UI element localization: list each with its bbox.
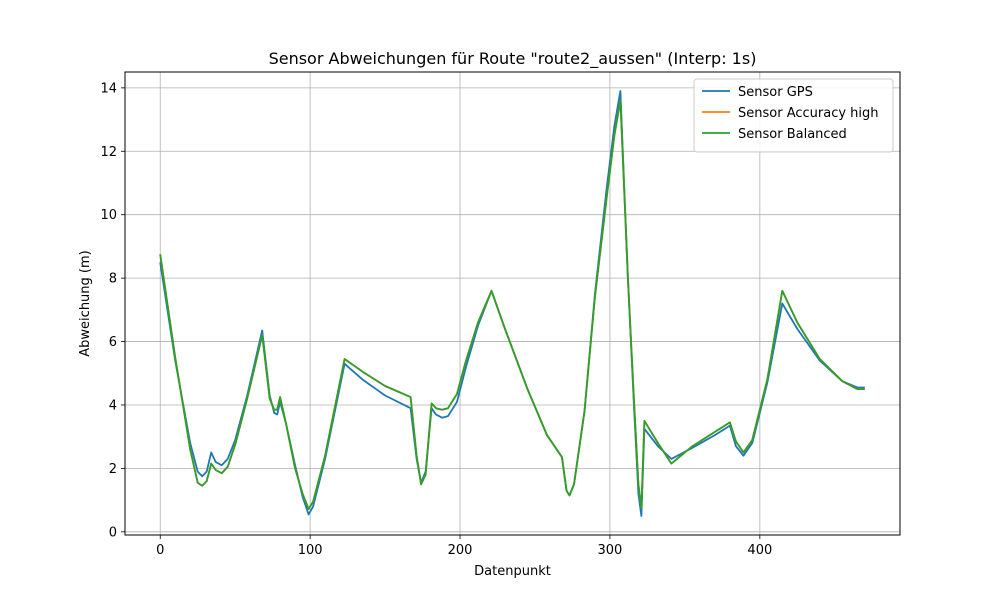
legend-label-sensor-accuracy-high: Sensor Accuracy high xyxy=(738,106,879,121)
x-tick-label: 200 xyxy=(448,543,473,558)
legend-label-sensor-balanced: Sensor Balanced xyxy=(738,127,847,142)
legend: Sensor GPS Sensor Accuracy high Sensor Bal… xyxy=(693,78,894,153)
x-tick-label: 0 xyxy=(156,543,164,558)
y-tick-label: 8 xyxy=(109,272,117,287)
y-tick-label: 12 xyxy=(100,145,117,160)
x-tick-label: 300 xyxy=(598,543,623,558)
x-tick-label: 400 xyxy=(747,543,772,558)
y-axis-ticks: 0 2 4 6 8 10 12 14 xyxy=(100,81,125,540)
y-tick-label: 4 xyxy=(109,398,117,413)
series-line-sensor-balanced xyxy=(159,99,865,510)
legend-label-sensor-gps: Sensor GPS xyxy=(738,85,813,100)
y-tick-label: 14 xyxy=(100,81,117,96)
chart-title: Sensor Abweichungen für Route "route2_au… xyxy=(269,49,757,69)
x-axis-label: Datenpunkt xyxy=(474,564,551,579)
plot-area-frame xyxy=(124,71,901,536)
y-tick-label: 6 xyxy=(109,335,117,350)
x-axis-ticks: 0 100 200 300 400 xyxy=(156,535,772,558)
x-tick-label: 100 xyxy=(298,543,323,558)
series-layer xyxy=(159,90,865,517)
y-tick-label: 10 xyxy=(100,208,117,223)
y-tick-label: 2 xyxy=(109,462,117,477)
y-axis-label: Abweichung (m) xyxy=(78,250,93,356)
legend-box xyxy=(693,78,894,153)
y-tick-label: 0 xyxy=(109,525,117,540)
